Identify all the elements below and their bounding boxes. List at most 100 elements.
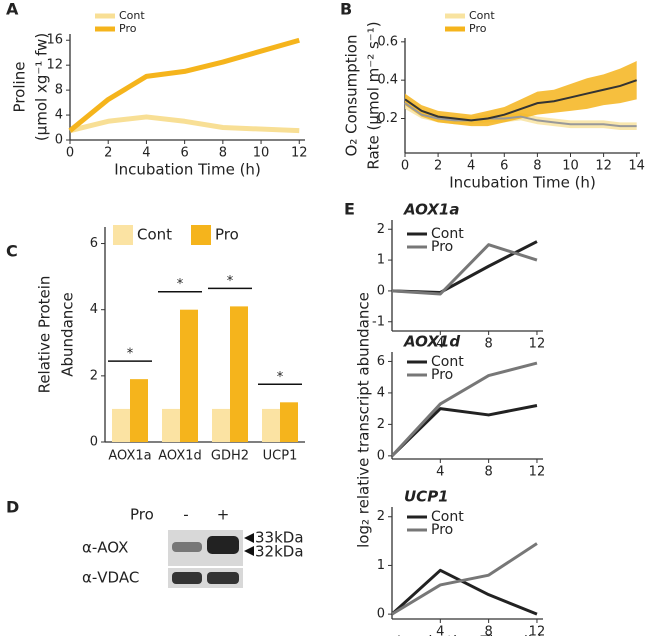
legend-swatch <box>113 225 133 245</box>
y-tick-label: 1 <box>377 253 385 268</box>
error-band <box>405 61 637 127</box>
y-axis-label: Proline <box>11 62 29 113</box>
bar <box>262 408 280 442</box>
legend-label: Cont <box>469 9 495 22</box>
y-tick-label: 2 <box>377 509 385 524</box>
y-tick-label: 6 <box>90 236 98 251</box>
y-tick-label: -1 <box>372 314 385 329</box>
panel-label: C <box>6 242 18 261</box>
line <box>68 37 300 133</box>
x-axis-label: Incubation Time (h) <box>449 174 596 192</box>
x-tick-label: AOX1a <box>108 449 151 464</box>
significance-label: * <box>277 370 284 385</box>
row-label: α-AOX <box>82 539 128 557</box>
size-label: 32kDa <box>255 543 304 561</box>
y-axis-label: (μmol xg⁻¹ fw) <box>33 33 51 141</box>
x-tick-label: 2 <box>434 159 442 174</box>
x-tick-label: 10 <box>253 146 270 161</box>
significance-label: * <box>227 274 234 289</box>
x-tick-label: 8 <box>219 146 227 161</box>
blot-band <box>172 542 202 552</box>
y-tick-label: 2 <box>90 368 98 383</box>
lane-label: - <box>183 506 188 524</box>
bar <box>230 306 248 442</box>
line <box>390 404 538 457</box>
x-tick-label: 14 <box>628 159 645 174</box>
y-tick-label: 4 <box>90 302 98 317</box>
y-tick-label: 0.6 <box>377 34 398 49</box>
x-tick-label: 12 <box>291 146 308 161</box>
size-label: 33kDa <box>255 529 304 547</box>
legend-label: Pro <box>119 22 137 35</box>
legend-label: Pro <box>431 367 453 383</box>
treatment-label: Pro <box>130 506 154 524</box>
x-tick-label: GDH2 <box>211 449 249 464</box>
line <box>390 568 538 616</box>
y-axis-label: Abundance <box>59 292 77 377</box>
x-tick-label: 4 <box>436 465 444 480</box>
x-tick-label: 6 <box>500 159 508 174</box>
line <box>69 114 300 134</box>
line <box>391 240 538 294</box>
y-axis-label: O₂ Consumption <box>343 35 361 157</box>
panel-label: A <box>6 0 19 19</box>
panel-label: B <box>340 0 352 19</box>
x-tick-label: 12 <box>529 465 546 480</box>
x-tick-label: 12 <box>595 159 612 174</box>
chart-title: AOX1a <box>403 201 460 219</box>
legend-label: Pro <box>469 22 487 35</box>
y-tick-label: 8 <box>55 83 63 98</box>
x-tick-label: AOX1d <box>158 449 202 464</box>
x-axis-label: Incubation Time (h) <box>397 633 544 636</box>
bar <box>130 379 148 442</box>
blot-band <box>207 572 239 584</box>
bar <box>212 408 230 442</box>
x-tick-label: 0 <box>66 146 74 161</box>
blot-band <box>207 536 239 554</box>
chart-title: AOX1d <box>403 333 460 351</box>
blot-panel: D Pro - + α-AOX α-VDAC 33kDa 32kDa <box>6 498 304 588</box>
line <box>391 542 538 616</box>
x-tick-label: 0 <box>401 159 409 174</box>
significance-label: * <box>177 277 184 292</box>
legend-label: Cont <box>137 226 172 244</box>
x-tick-label: 4 <box>142 146 150 161</box>
y-tick-label: 0 <box>90 435 98 450</box>
x-tick-label: 12 <box>529 625 546 636</box>
line <box>391 243 538 296</box>
x-tick-label: 6 <box>180 146 188 161</box>
x-tick-label: 4 <box>436 337 444 352</box>
x-tick-label: 8 <box>484 465 492 480</box>
arrow <box>244 533 254 543</box>
y-tick-label: 4 <box>55 108 63 123</box>
chart-title: UCP1 <box>404 488 449 506</box>
legend-label: Cont <box>431 509 464 525</box>
x-axis-label: Incubation Time (h) <box>114 161 261 179</box>
panel-label: E <box>344 200 355 219</box>
x-tick-label: 8 <box>484 337 492 352</box>
y-tick-label: 1 <box>377 558 385 573</box>
line <box>404 79 638 122</box>
y-tick-label: 0 <box>55 133 63 148</box>
y-tick-label: 4 <box>377 385 385 400</box>
blot-band <box>172 572 202 584</box>
legend-label: Pro <box>431 522 453 538</box>
y-axis-label: Relative Protein <box>36 276 54 394</box>
x-tick-label: 4 <box>436 625 444 636</box>
x-tick-label: 8 <box>484 625 492 636</box>
panel-label: D <box>6 498 19 517</box>
arrow <box>244 546 254 556</box>
x-tick-label: UCP1 <box>263 449 298 464</box>
legend-label: Pro <box>215 226 239 244</box>
x-tick-label: 8 <box>533 159 541 174</box>
x-tick-label: 12 <box>529 337 546 352</box>
bar <box>162 408 180 442</box>
y-tick-label: 0.4 <box>377 73 398 88</box>
bar <box>112 408 130 442</box>
legend-label: Cont <box>431 226 464 242</box>
y-tick-label: 16 <box>46 33 63 48</box>
y-tick-label: 0 <box>377 607 385 622</box>
bar <box>280 402 298 442</box>
y-tick-label: 2 <box>377 222 385 237</box>
